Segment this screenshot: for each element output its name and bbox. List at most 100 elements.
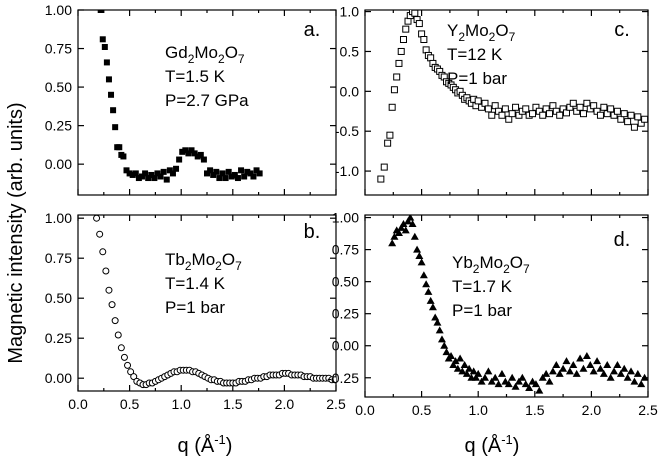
data-point <box>586 360 595 368</box>
data-point <box>331 376 336 384</box>
data-point <box>531 380 540 388</box>
condition-label: P=2.7 GPa <box>165 91 249 110</box>
data-point <box>419 271 428 279</box>
data-point <box>633 369 642 377</box>
y-tick-label: 0.75 <box>45 41 72 57</box>
y-tick-label: 0.00 <box>45 370 72 386</box>
data-point <box>593 357 602 365</box>
condition-label: T=12 K <box>447 45 503 64</box>
data-point <box>404 217 413 225</box>
y-tick-label: 0.5 <box>340 43 360 59</box>
data-point <box>108 91 115 98</box>
data-point <box>166 167 173 174</box>
data-point <box>101 44 108 50</box>
data-point <box>600 103 608 111</box>
data-point <box>426 296 435 304</box>
data-point <box>603 360 612 368</box>
data-point <box>408 219 417 227</box>
data-point <box>624 118 632 126</box>
y-tick-label: 0.25 <box>332 306 359 322</box>
panel-letter: c. <box>614 19 630 41</box>
y-tick-label: 0.0 <box>340 83 360 99</box>
condition-label: P=1 bar <box>452 301 512 320</box>
data-point <box>522 105 530 113</box>
data-point <box>228 173 235 180</box>
data-point <box>616 369 625 377</box>
data-point <box>487 377 496 385</box>
data-point <box>623 373 632 381</box>
data-point <box>188 147 195 154</box>
series-c <box>377 10 648 183</box>
compound-formula: Gd2Mo2O7 <box>165 43 245 66</box>
data-point <box>124 361 132 369</box>
y-tick-label: -1.0 <box>335 163 359 179</box>
data-point <box>191 150 198 157</box>
panel-b: 1.00 0.75 0.50 0.25 0.00 0.0 0.5 1.0 1.5 2.0 2.5 Tb… <box>45 210 346 412</box>
data-point <box>399 36 407 44</box>
data-point <box>562 357 571 365</box>
data-point <box>393 73 401 81</box>
data-point <box>173 165 180 172</box>
data-point <box>99 36 106 43</box>
data-point <box>417 258 426 266</box>
data-point <box>529 110 537 118</box>
data-point <box>539 111 547 119</box>
data-point <box>384 139 392 147</box>
data-point <box>413 245 422 253</box>
data-point <box>637 380 646 388</box>
data-point <box>565 367 574 375</box>
data-point <box>142 170 149 177</box>
data-point <box>589 367 598 375</box>
y-tick-label: 1.0 <box>340 4 360 20</box>
data-point <box>576 354 585 362</box>
data-point <box>386 131 394 139</box>
data-point <box>428 303 437 311</box>
data-point <box>108 301 116 309</box>
data-point <box>469 367 478 375</box>
y-tick-label: 0.00 <box>332 338 359 354</box>
data-point <box>607 105 615 113</box>
data-point <box>548 367 557 375</box>
data-point <box>546 110 554 118</box>
panel-letter: a. <box>304 19 321 41</box>
data-point <box>222 175 229 182</box>
data-point <box>477 377 486 385</box>
data-point <box>402 25 410 33</box>
data-point <box>163 176 170 183</box>
x-tick-label: 2.0 <box>582 402 602 418</box>
data-point <box>627 111 635 119</box>
data-point <box>440 341 449 349</box>
data-point <box>449 360 458 368</box>
data-point <box>579 110 587 118</box>
x-tick-label: 1.0 <box>171 396 191 412</box>
data-point <box>241 173 248 180</box>
x-axis-title-left-sup: -1 <box>214 432 226 447</box>
data-point <box>518 373 527 381</box>
data-point <box>160 168 167 175</box>
data-point <box>474 369 483 377</box>
condition-label: T=1.4 K <box>165 274 226 293</box>
data-point <box>244 168 251 175</box>
data-point <box>630 123 638 131</box>
series-d <box>388 215 648 394</box>
data-point <box>377 175 385 183</box>
y-tick-label: -0.5 <box>335 123 359 139</box>
data-point <box>641 115 648 123</box>
data-point <box>216 175 223 182</box>
data-point <box>105 286 113 294</box>
x-tick-label: 0.0 <box>355 402 375 418</box>
data-point <box>572 369 581 377</box>
data-point <box>576 103 584 111</box>
data-point <box>488 111 496 119</box>
data-point <box>406 215 415 221</box>
data-point <box>613 360 622 368</box>
y-tick-label: 0.75 <box>332 242 359 258</box>
data-point <box>154 170 161 177</box>
data-point <box>634 113 642 121</box>
data-point <box>93 215 101 222</box>
data-point <box>494 380 503 388</box>
data-point <box>103 59 110 66</box>
data-point <box>620 110 628 118</box>
data-point <box>535 386 544 394</box>
